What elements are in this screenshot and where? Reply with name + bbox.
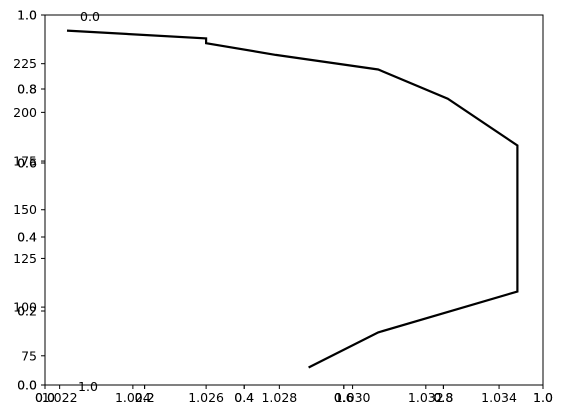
overlay2-x-label: 1.0 xyxy=(533,390,553,405)
main-y-label: 75 xyxy=(21,348,37,363)
overlay2-x-label: 0.6 xyxy=(334,390,354,405)
main-y-label: 200 xyxy=(13,105,37,120)
overlay2-y-label: 0.4 xyxy=(17,230,37,245)
main-x-label: 1.032 xyxy=(408,390,444,405)
main-y-label: 150 xyxy=(13,202,37,217)
main-x-label: 1.022 xyxy=(42,390,78,405)
overlay1-x-label: 1.0 xyxy=(533,390,553,405)
overlay2-y-label: 0.0 xyxy=(17,378,37,393)
overlay1-x-label: 0.0 xyxy=(35,390,55,405)
overlay2-x-label: 0.0 xyxy=(35,390,55,405)
main-x-label: 1.034 xyxy=(481,390,517,405)
overlay1-y-label: 1.0 xyxy=(17,8,37,23)
main-y-label: 100 xyxy=(13,300,37,315)
overlay2-y-label: 0.8 xyxy=(17,82,37,97)
main-y-label: 125 xyxy=(13,251,37,266)
plot-frame xyxy=(44,14,544,386)
main-x-label: 1.028 xyxy=(261,390,297,405)
stray-bottom-label: 1.0 xyxy=(78,379,98,394)
main-y-label: 175 xyxy=(13,154,37,169)
overlay2-y-label: 0.6 xyxy=(17,156,37,171)
overlay1-x-label: 0.4 xyxy=(234,390,254,405)
overlay1-y-label: 0.4 xyxy=(17,230,37,245)
tick-label-group: 0.0 0.2 0.4 0.6 0.8 1.00.00.20.40.60.81.00.0 0… xyxy=(13,8,553,406)
main-x-label: 1.030 xyxy=(335,390,371,405)
overlay1-y-label: 0.2 xyxy=(17,304,37,319)
overlay1-y-label: 0.6 xyxy=(17,156,37,171)
series-line xyxy=(66,29,519,369)
overlay2-y-label: 0.2 xyxy=(17,304,37,319)
overlay1-x-label: 0.2 xyxy=(135,390,155,405)
overlay1-x-label: 0.6 xyxy=(334,390,354,405)
overlay1-y-label: 0.0 xyxy=(17,378,37,393)
main-x-label: 1.026 xyxy=(188,390,224,405)
stray-top-label: 0.0 xyxy=(80,9,100,24)
overlay2-y-label: 1.0 xyxy=(17,8,37,23)
overlay2-x-label: 0.8 xyxy=(433,390,453,405)
overlay1-y-label: 0.8 xyxy=(17,82,37,97)
main-y-label: 225 xyxy=(13,56,37,71)
overlay2-x-label: 0.2 xyxy=(135,390,155,405)
overlay2-x-label: 0.4 xyxy=(234,390,254,405)
overlay1-x-label: 0.8 xyxy=(433,390,453,405)
tick-group xyxy=(41,14,544,389)
main-x-label: 1.024 xyxy=(115,390,151,405)
